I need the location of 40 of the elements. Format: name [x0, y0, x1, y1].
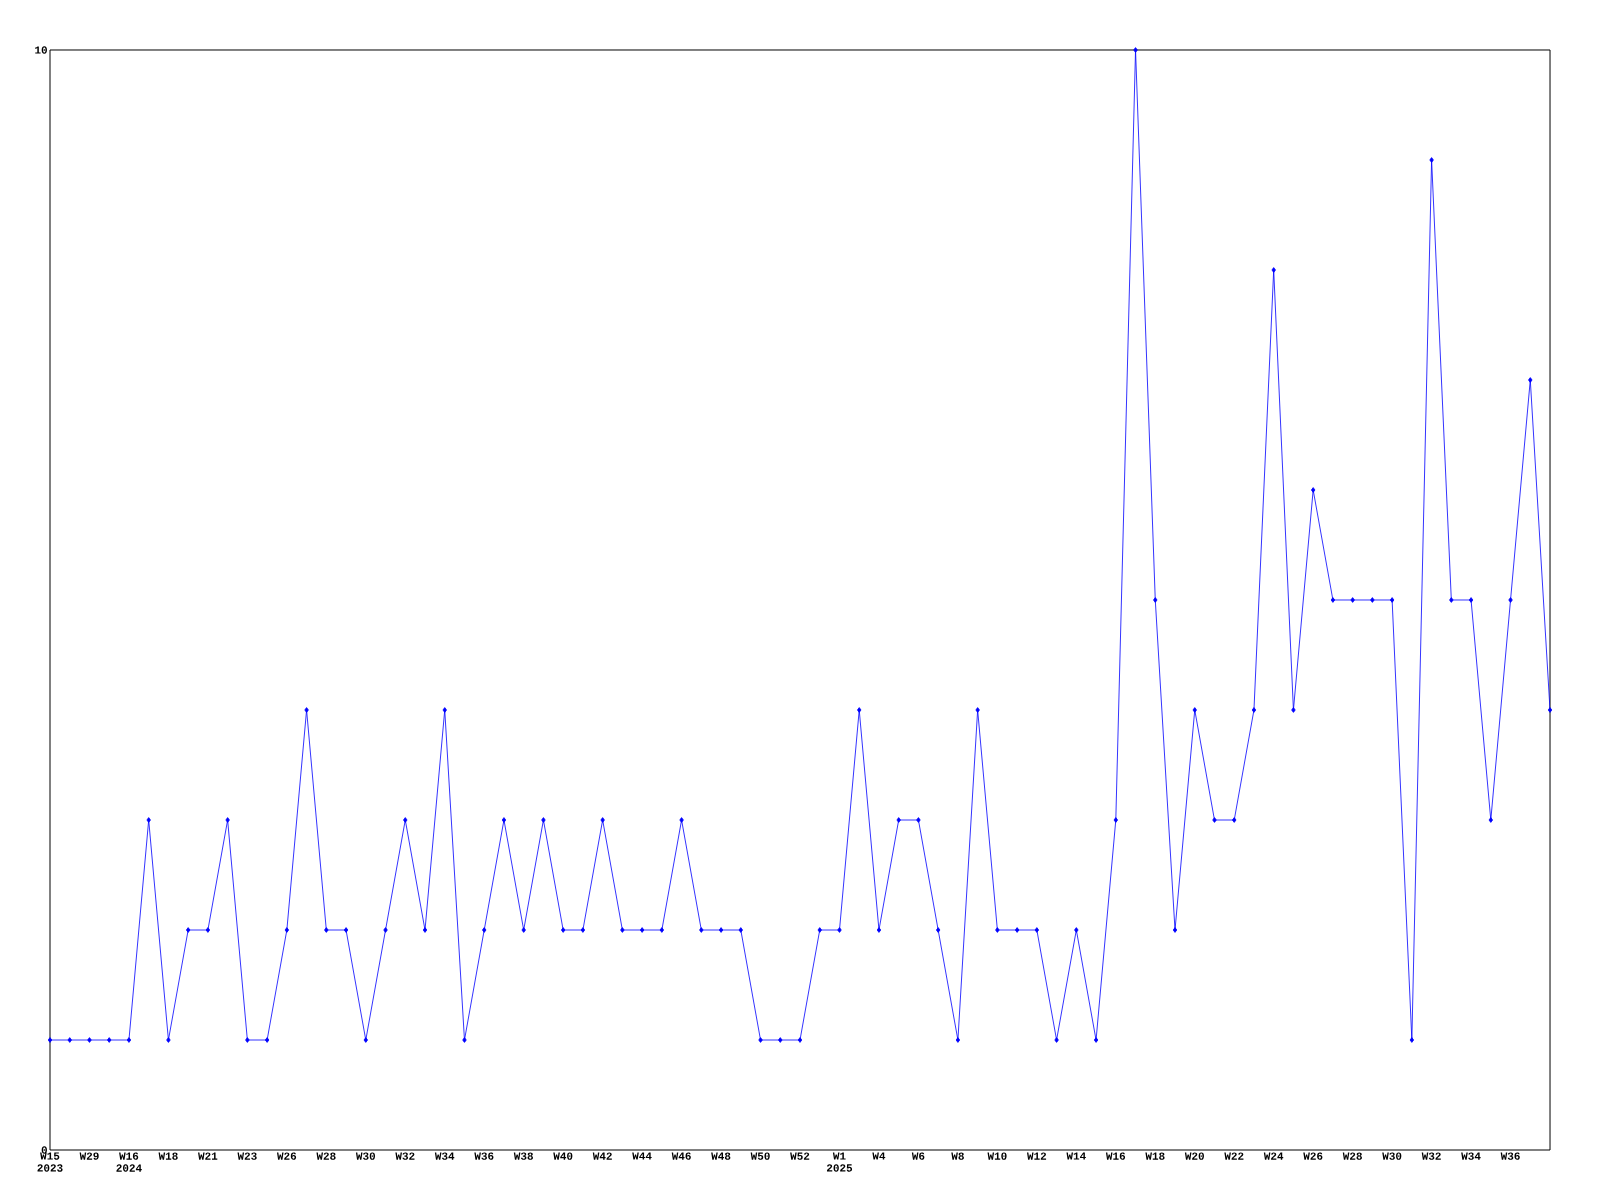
- x-tick-label: W36: [1500, 1152, 1520, 1160]
- x-tick-label: W24: [1263, 1152, 1284, 1160]
- x-tick-label: W44: [632, 1152, 652, 1160]
- y-tick-label: 10: [35, 46, 47, 54]
- x-tick-label: W26: [276, 1152, 297, 1160]
- x-tick-label: W50: [750, 1152, 770, 1160]
- x-tick-label: W23: [237, 1152, 257, 1160]
- x-tick-label: W38: [513, 1152, 533, 1160]
- x-tick-label: W21: [198, 1152, 218, 1160]
- x-tick-label: W34: [1461, 1152, 1481, 1160]
- x-tick-label: W26: [1303, 1152, 1323, 1160]
- x-tick-label: W8: [951, 1152, 964, 1160]
- x-tick-label: W29: [79, 1152, 99, 1160]
- x-tick-label: W42: [592, 1152, 612, 1160]
- x-tick-label: W34: [434, 1152, 455, 1160]
- x-tick-label: W40: [553, 1152, 573, 1160]
- x-tick-label: W30: [355, 1152, 376, 1160]
- x-tick-label: W48: [711, 1152, 731, 1160]
- x-tick-label: W15 2023: [37, 1152, 63, 1172]
- x-tick-label: W16 2024: [116, 1152, 142, 1172]
- x-tick-label: W30: [1382, 1152, 1402, 1160]
- x-tick-label: W36: [474, 1152, 494, 1160]
- x-tick-label: W18: [1145, 1152, 1165, 1160]
- x-tick-label: W22: [1224, 1152, 1244, 1160]
- x-tick-label: W32: [1421, 1152, 1441, 1160]
- x-tick-label: W52: [790, 1152, 810, 1160]
- x-tick-label: W32: [395, 1152, 415, 1160]
- y-tick-label: 0: [41, 1146, 47, 1154]
- x-tick-label: W18: [158, 1152, 178, 1160]
- x-tick-label: W28: [1342, 1152, 1362, 1160]
- x-tick-label: W4: [872, 1152, 886, 1160]
- x-tick-label: W16: [1105, 1152, 1126, 1160]
- x-tick-label: W46: [671, 1152, 691, 1160]
- x-tick-label: W20: [1184, 1152, 1204, 1160]
- x-tick-label: W6: [911, 1152, 925, 1160]
- x-tick-label: W12: [1026, 1152, 1047, 1160]
- x-tick-label: W10: [987, 1152, 1007, 1160]
- x-tick-label: W1 2025: [826, 1152, 853, 1172]
- x-tick-label: W28: [316, 1152, 336, 1160]
- x-tick-label: W14: [1066, 1152, 1086, 1160]
